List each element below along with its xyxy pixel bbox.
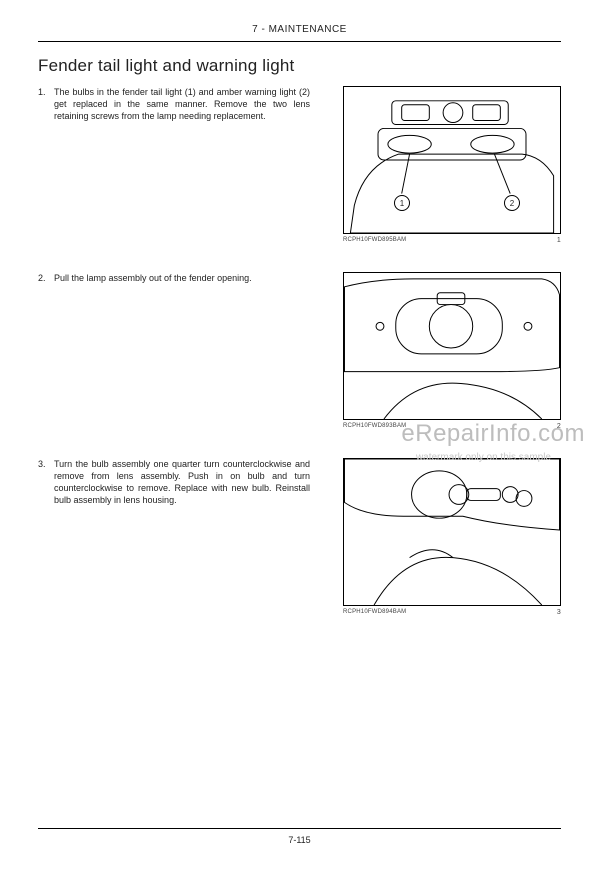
figure-1-code: RCPH10FWD895BAM <box>343 237 406 244</box>
footer-page-number: 7-115 <box>38 835 561 845</box>
figure-1-index: 1 <box>557 237 561 244</box>
page-title: Fender tail light and warning light <box>38 56 561 76</box>
step-3-textcol: 3. Turn the bulb assembly one quarter tu… <box>38 458 310 616</box>
step-1-line: 1. The bulbs in the fender tail light (1… <box>38 86 310 122</box>
step-2-textcol: 2. Pull the lamp assembly out of the fen… <box>38 272 310 430</box>
footer-rule <box>38 828 561 829</box>
figure-1-svg <box>344 87 560 233</box>
figure-2-caption: RCPH10FWD893BAM 2 <box>343 423 561 430</box>
figure-2-col: RCPH10FWD893BAM 2 <box>320 272 561 430</box>
figure-2 <box>343 272 561 420</box>
figure-2-index: 2 <box>557 423 561 430</box>
step-3-body: Turn the bulb assembly one quarter turn … <box>54 458 310 507</box>
step-3-line: 3. Turn the bulb assembly one quarter tu… <box>38 458 310 507</box>
section-header: 7 - MAINTENANCE <box>38 24 561 41</box>
header-rule <box>38 41 561 42</box>
figure-3-caption: RCPH10FWD894BAM 3 <box>343 609 561 616</box>
figure-2-code: RCPH10FWD893BAM <box>343 423 406 430</box>
callout-2: 2 <box>504 195 520 211</box>
figure-1-caption: RCPH10FWD895BAM 1 <box>343 237 561 244</box>
step-1-textcol: 1. The bulbs in the fender tail light (1… <box>38 86 310 244</box>
step-1-num: 1. <box>38 86 54 98</box>
callout-1: 1 <box>394 195 410 211</box>
step-3-num: 3. <box>38 458 54 470</box>
figure-3 <box>343 458 561 606</box>
step-3: 3. Turn the bulb assembly one quarter tu… <box>38 458 561 616</box>
step-1-body: The bulbs in the fender tail light (1) a… <box>54 86 310 122</box>
footer: 7-115 <box>38 828 561 845</box>
figure-3-svg <box>344 459 560 605</box>
step-2: 2. Pull the lamp assembly out of the fen… <box>38 272 561 430</box>
figure-3-code: RCPH10FWD894BAM <box>343 609 406 616</box>
figure-2-svg <box>344 273 560 419</box>
figure-1-col: 1 2 RCPH10FWD895BAM 1 <box>320 86 561 244</box>
step-2-num: 2. <box>38 272 54 284</box>
step-1: 1. The bulbs in the fender tail light (1… <box>38 86 561 244</box>
figure-1: 1 2 <box>343 86 561 234</box>
figure-3-col: RCPH10FWD894BAM 3 <box>320 458 561 616</box>
step-2-body: Pull the lamp assembly out of the fender… <box>54 272 252 284</box>
step-2-line: 2. Pull the lamp assembly out of the fen… <box>38 272 310 284</box>
figure-3-index: 3 <box>557 609 561 616</box>
